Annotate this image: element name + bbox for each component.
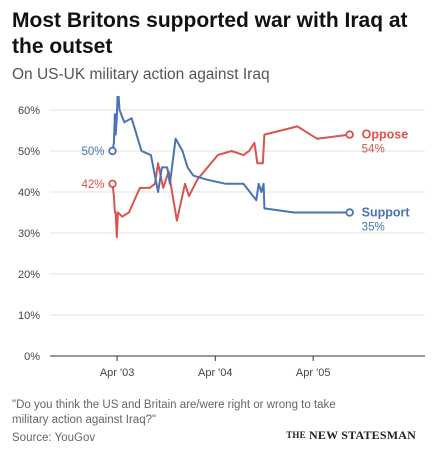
support-start-marker	[108, 146, 117, 156]
label-layer: 0% 10% 20% 30% 40% 50% 60% Apr '03 Apr '04 Apr '0…	[18, 105, 410, 379]
survey-question: "Do you think the US and Britain are/wer…	[12, 399, 336, 426]
x-tick-label: Apr '03	[100, 367, 135, 379]
oppose-series-name: Oppose	[362, 128, 409, 142]
x-tick-label: Apr '05	[296, 367, 331, 379]
series-layer	[108, 96, 354, 239]
source-note: Source: YouGov	[12, 432, 96, 444]
oppose-start-marker	[108, 179, 117, 188]
support-end-marker	[345, 208, 354, 217]
y-tick-label: 30%	[18, 228, 40, 240]
chart-title: Most Britons supported war with Iraq at …	[12, 9, 408, 58]
brand-name: NEW STATESMAN	[309, 428, 416, 442]
brand-prefix: THE	[286, 430, 306, 440]
chart-subtitle: On US-UK military action against Iraq	[12, 66, 270, 83]
support-end-label: 35%	[362, 222, 385, 234]
support-line	[111, 96, 350, 214]
axis-layer	[50, 355, 425, 361]
y-tick-label: 10%	[18, 310, 40, 322]
y-tick-label: 40%	[18, 187, 40, 199]
y-tick-label: 60%	[18, 105, 40, 117]
oppose-start-label: 42%	[81, 179, 104, 191]
line-chart: 0% 10% 20% 30% 40% 50% 60% Apr '03 Apr '04 Apr '0…	[18, 96, 425, 379]
oppose-line	[111, 125, 350, 239]
publisher-logo: THE NEW STATESMAN	[286, 428, 416, 443]
y-tick-label: 50%	[18, 146, 40, 158]
y-tick-label: 20%	[18, 269, 40, 281]
x-tick-label: Apr '04	[198, 367, 233, 379]
support-series-name: Support	[362, 206, 411, 220]
y-tick-label: 0%	[24, 351, 40, 363]
oppose-end-marker	[345, 130, 354, 139]
oppose-end-label: 54%	[362, 144, 385, 156]
support-start-label: 50%	[81, 146, 104, 158]
